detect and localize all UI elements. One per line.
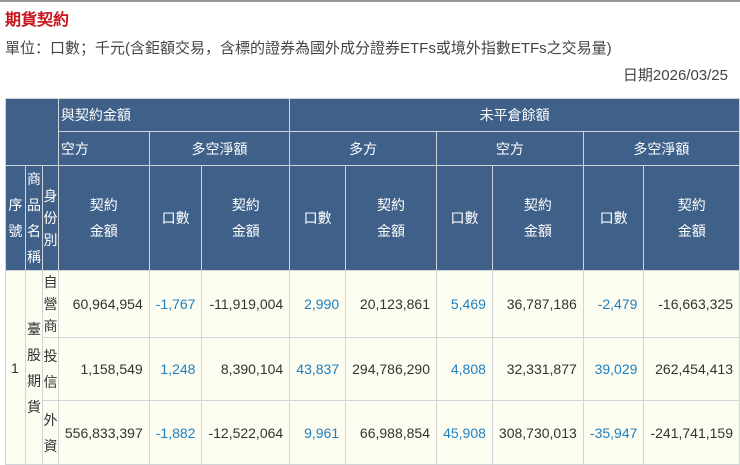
futures-institutional-table: 與契約金額 未平倉餘額 空方 多空淨額 多方 空方 多空淨額 序號 商品 名稱 身… xyxy=(5,98,740,465)
product-cell: 臺股 期貨 xyxy=(24,270,44,465)
header-amount: 契約 金額 xyxy=(201,165,291,271)
page-title: 期貨契約 xyxy=(5,12,70,29)
identity-cell: 投信 xyxy=(42,337,59,401)
oi-long-volume[interactable]: 2,990 xyxy=(289,270,347,338)
header-amount: 契約 金額 xyxy=(57,165,150,271)
table-row: 投信 1,158,549 1,248 8,390,104 43,837 294,… xyxy=(6,337,740,401)
oi-long-amount: 294,786,290 xyxy=(345,337,437,401)
oi-short-volume[interactable]: 5,469 xyxy=(435,270,493,338)
header-amount: 契約 金額 xyxy=(491,165,584,271)
header-identity: 身份別 xyxy=(42,165,59,271)
header-amount: 契約 金額 xyxy=(643,165,740,271)
table-row: 1 臺股 期貨 自營商 60,964,954 -1,767 -11,919,004… xyxy=(5,270,740,465)
trade-net-volume[interactable]: 1,248 xyxy=(148,337,203,401)
oi-short-amount: 32,331,877 xyxy=(491,337,584,401)
header-oi-long: 多方 xyxy=(289,131,437,166)
oi-long-amount: 66,988,854 xyxy=(345,400,437,465)
header-trade-amount: 與契約金額 xyxy=(57,98,291,132)
identity-cell: 自營商 xyxy=(42,270,59,338)
oi-net-amount: 262,454,413 xyxy=(643,337,740,401)
header-volume: 口數 xyxy=(289,165,347,271)
oi-net-amount: -16,663,325 xyxy=(643,270,740,338)
oi-long-volume[interactable]: 43,837 xyxy=(289,337,347,401)
oi-short-amount: 36,787,186 xyxy=(491,270,584,338)
oi-short-amount: 308,730,013 xyxy=(491,400,584,465)
trade-net-amount: -12,522,064 xyxy=(201,400,291,465)
trade-short-amount: 556,833,397 xyxy=(57,400,150,465)
header-amount: 契約 金額 xyxy=(345,165,437,271)
trade-net-amount: -11,919,004 xyxy=(201,270,291,338)
header-volume: 口數 xyxy=(148,165,203,271)
header-open-interest: 未平倉餘額 xyxy=(289,98,740,132)
date-label: 日期2026/03/25 xyxy=(622,67,728,84)
header-volume: 口數 xyxy=(435,165,493,271)
trade-short-amount: 60,964,954 xyxy=(57,270,150,338)
oi-long-amount: 20,123,861 xyxy=(345,270,437,338)
header-seq: 序號 xyxy=(5,165,26,271)
trade-net-volume[interactable]: -1,882 xyxy=(148,400,203,465)
header-oi-net: 多空淨額 xyxy=(582,131,740,166)
unit-note: 單位：口數；千元(含鉅額交易，含標的證券為國外成分證券ETFs或境外指數ETFs… xyxy=(5,40,612,57)
oi-net-amount: -241,741,159 xyxy=(643,400,740,465)
header-oi-short: 空方 xyxy=(435,131,584,166)
header-product: 商品 名稱 xyxy=(24,165,44,271)
header-volume: 口數 xyxy=(582,165,645,271)
oi-long-volume[interactable]: 9,961 xyxy=(289,400,347,465)
identity-cell: 外資 xyxy=(42,400,59,465)
trade-net-volume[interactable]: -1,767 xyxy=(148,270,203,338)
oi-net-volume[interactable]: -35,947 xyxy=(582,400,645,465)
header-blank xyxy=(5,98,59,166)
header-trade-short: 空方 xyxy=(57,131,150,166)
oi-net-volume[interactable]: -2,479 xyxy=(582,270,645,338)
header-trade-net: 多空淨額 xyxy=(148,131,291,166)
table-row: 外資 556,833,397 -1,882 -12,522,064 9,961 … xyxy=(6,400,740,465)
trade-short-amount: 1,158,549 xyxy=(57,337,150,401)
oi-net-volume[interactable]: 39,029 xyxy=(582,337,645,401)
trade-net-amount: 8,390,104 xyxy=(201,337,291,401)
oi-short-volume[interactable]: 45,908 xyxy=(435,400,493,465)
seq-cell: 1 xyxy=(5,270,26,465)
oi-short-volume[interactable]: 4,808 xyxy=(435,337,493,401)
